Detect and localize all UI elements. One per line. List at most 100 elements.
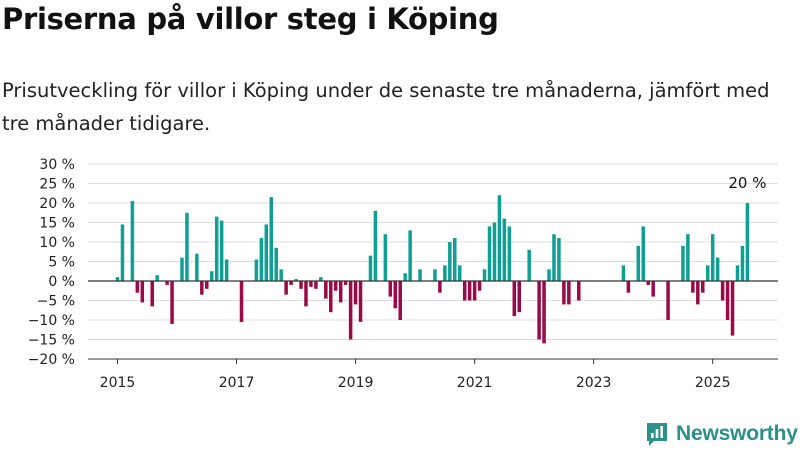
bar bbox=[701, 281, 705, 293]
bar bbox=[641, 226, 646, 281]
bar bbox=[200, 281, 204, 295]
bar bbox=[324, 281, 328, 299]
bar bbox=[383, 234, 388, 281]
bar bbox=[740, 245, 745, 281]
bar bbox=[725, 281, 730, 320]
bar bbox=[467, 281, 472, 301]
x-tick-label: 2019 bbox=[338, 375, 374, 391]
bar bbox=[443, 265, 447, 281]
bar bbox=[482, 269, 487, 281]
bar bbox=[710, 234, 715, 281]
bar bbox=[343, 281, 348, 285]
bar bbox=[621, 265, 626, 281]
y-tick-label: 25 % bbox=[39, 177, 75, 193]
bar bbox=[185, 212, 189, 281]
y-tick-label: 30 % bbox=[39, 157, 75, 173]
bar bbox=[319, 277, 323, 281]
bar bbox=[130, 201, 135, 281]
bar bbox=[338, 281, 343, 303]
bar bbox=[457, 265, 462, 281]
x-tick-label: 2025 bbox=[695, 375, 731, 391]
bar bbox=[205, 281, 209, 289]
bar bbox=[393, 281, 398, 309]
bar bbox=[180, 257, 184, 281]
bar bbox=[219, 220, 224, 281]
bar bbox=[388, 281, 393, 297]
bar bbox=[720, 281, 725, 301]
x-axis-ticks: 2015 2017 2019 2021 2023 2025 bbox=[100, 359, 731, 391]
gridlines bbox=[88, 163, 778, 360]
x-tick-label: 2023 bbox=[576, 375, 612, 391]
bar bbox=[492, 222, 497, 281]
x-tick-label: 2015 bbox=[100, 375, 136, 391]
bar bbox=[274, 247, 278, 281]
y-tick-label: −20 % bbox=[28, 352, 75, 368]
bar bbox=[745, 203, 750, 281]
bar bbox=[651, 281, 655, 297]
bar bbox=[170, 281, 174, 324]
bar bbox=[195, 253, 199, 281]
bar bbox=[438, 281, 442, 293]
bar bbox=[214, 216, 219, 281]
y-tick-label: 0 % bbox=[48, 274, 75, 290]
bar bbox=[120, 224, 125, 281]
newsworthy-logo-icon bbox=[647, 423, 667, 446]
bar bbox=[433, 269, 437, 281]
y-tick-label: −5 % bbox=[37, 294, 75, 310]
bar bbox=[115, 277, 120, 281]
bar bbox=[542, 281, 546, 344]
brand-name: Newsworthy bbox=[676, 422, 798, 445]
bar bbox=[209, 271, 214, 281]
bar bbox=[150, 281, 154, 307]
bar bbox=[715, 257, 720, 281]
bar bbox=[557, 238, 561, 281]
bar bbox=[666, 281, 670, 320]
last-value-annotation: 20 % bbox=[728, 174, 766, 192]
bar bbox=[577, 281, 581, 301]
bar bbox=[314, 281, 318, 289]
chart-subtitle: Prisutveckling för villor i Köping under… bbox=[2, 79, 770, 135]
bar bbox=[259, 238, 264, 281]
bar bbox=[155, 275, 159, 281]
bar bbox=[681, 245, 685, 281]
y-axis-ticks: −20 % −15 % −10 % −5 % 0 % 5 % 10 % 15 % 20 % 25 … bbox=[28, 157, 75, 368]
bar bbox=[552, 234, 556, 281]
y-tick-label: −10 % bbox=[28, 313, 75, 329]
bar bbox=[696, 281, 700, 305]
bar bbox=[567, 281, 571, 305]
bar bbox=[299, 281, 303, 289]
bar bbox=[646, 281, 650, 285]
bar bbox=[735, 265, 740, 281]
bar bbox=[462, 281, 467, 301]
y-tick-label: 15 % bbox=[39, 216, 75, 232]
bar bbox=[691, 281, 695, 293]
bar bbox=[636, 245, 641, 281]
bars bbox=[115, 195, 750, 344]
bar bbox=[368, 255, 373, 281]
bar bbox=[527, 249, 531, 281]
bar bbox=[165, 281, 169, 285]
brand-logo: Newsworthy bbox=[645, 420, 798, 448]
bar bbox=[279, 269, 283, 281]
bar bbox=[304, 281, 308, 307]
bar bbox=[135, 281, 140, 293]
bar bbox=[294, 279, 298, 281]
bar bbox=[358, 281, 363, 322]
y-tick-label: 20 % bbox=[39, 196, 75, 212]
bar bbox=[353, 281, 358, 305]
bar bbox=[497, 195, 502, 281]
x-tick-label: 2017 bbox=[219, 375, 255, 391]
x-tick-label: 2021 bbox=[457, 375, 493, 391]
bar bbox=[537, 281, 541, 340]
bar bbox=[562, 281, 566, 305]
y-tick-label: −15 % bbox=[28, 333, 75, 349]
bar bbox=[626, 281, 631, 293]
bar bbox=[254, 259, 259, 281]
bar bbox=[705, 265, 710, 281]
bar bbox=[269, 197, 274, 281]
y-tick-label: 10 % bbox=[39, 235, 75, 251]
bar bbox=[373, 210, 378, 281]
bar bbox=[487, 226, 492, 281]
bar bbox=[448, 242, 452, 281]
